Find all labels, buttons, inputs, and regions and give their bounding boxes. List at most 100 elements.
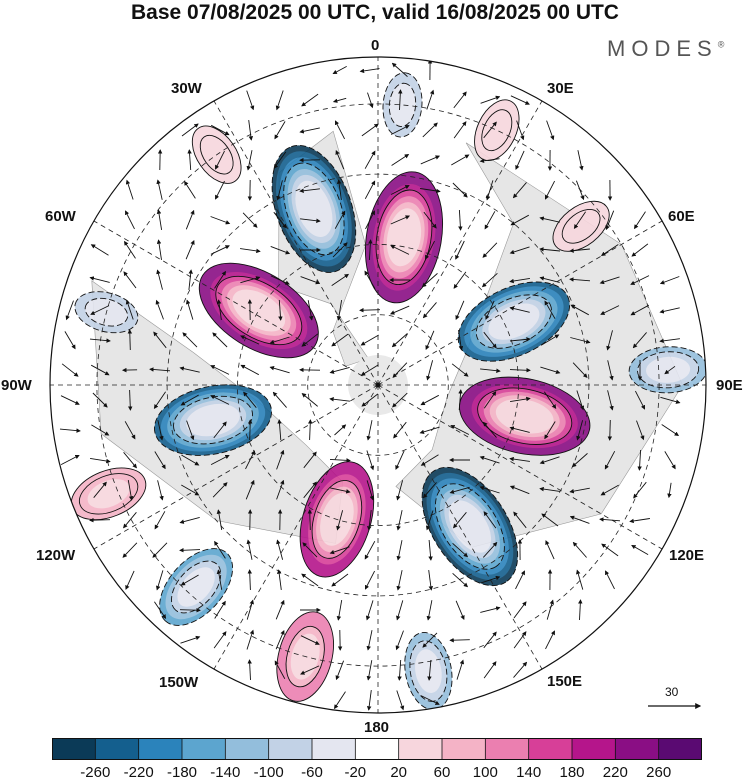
wind-vector — [426, 89, 435, 110]
wind-vector — [210, 395, 230, 405]
wind-vector — [214, 540, 226, 559]
wind-vector — [569, 515, 590, 524]
wind-vector — [455, 600, 465, 621]
lon-label-180: 180 — [364, 719, 390, 736]
map-title: Base 07/08/2025 00 UTC, valid 16/08/2025… — [131, 1, 619, 24]
anomaly-blob — [481, 109, 512, 151]
wind-vector — [303, 451, 317, 469]
wind-vector — [335, 149, 345, 170]
wind-vector — [577, 150, 584, 171]
wind-vector — [516, 120, 525, 141]
wind-vector — [420, 394, 440, 406]
lon-label-60w: 60W — [45, 208, 76, 225]
wind-vector — [246, 150, 253, 171]
colorbar-swatch — [311, 738, 357, 760]
wind-vector — [93, 481, 107, 498]
wind-vector — [179, 366, 200, 373]
wind-vector — [513, 631, 527, 649]
wind-vector — [89, 338, 111, 343]
wind-vector — [452, 572, 469, 588]
wind-vector — [576, 390, 585, 411]
wind-vector — [483, 331, 497, 349]
wind-vector — [570, 304, 590, 316]
wind-vector — [426, 600, 433, 621]
wind-vector — [390, 185, 410, 195]
wind-vector — [276, 539, 284, 560]
wind-vector — [246, 599, 254, 620]
wind-vector — [329, 458, 351, 463]
wind-vector — [186, 420, 195, 441]
wind-vector — [124, 421, 136, 440]
wind-vector — [391, 62, 408, 77]
wind-vector — [332, 97, 347, 103]
wind-vector — [544, 421, 556, 440]
wind-vector — [212, 482, 228, 498]
wind-vector — [637, 449, 642, 471]
colorbar-tick-label: 100 — [472, 764, 498, 781]
reference-vector-label: 30 — [665, 685, 679, 699]
wind-vector — [539, 456, 560, 465]
wind-vector — [273, 151, 287, 169]
wind-vector — [179, 516, 200, 524]
wind-vector — [393, 421, 407, 439]
wind-vector — [60, 395, 80, 405]
wind-vector — [334, 691, 346, 710]
wind-vector — [213, 421, 227, 439]
wind-vector — [539, 276, 560, 283]
wind-vector — [544, 180, 555, 200]
colorbar-swatch — [181, 738, 227, 760]
wind-vector — [425, 240, 435, 260]
wind-vector — [212, 332, 228, 348]
wind-vector — [479, 455, 500, 464]
wind-vector — [180, 635, 201, 644]
wind-vector — [541, 334, 560, 346]
wind-vector — [484, 211, 496, 230]
colorbar — [52, 738, 702, 760]
wind-vector — [456, 659, 465, 680]
wind-vector — [420, 695, 440, 705]
wind-vector — [546, 120, 555, 141]
wind-vector — [366, 450, 375, 471]
wind-vector — [278, 299, 283, 321]
wind-vector — [576, 420, 584, 441]
contour-line — [475, 294, 552, 349]
wind-vector — [247, 659, 252, 681]
lon-label-90w: 90W — [1, 377, 32, 394]
contour-line — [74, 291, 139, 334]
wind-vector — [331, 333, 349, 347]
wind-vector — [188, 269, 193, 290]
wind-vector — [397, 659, 402, 681]
wind-vector — [128, 389, 133, 411]
wind-vector — [182, 332, 198, 348]
wind-vector — [396, 570, 403, 591]
wind-vector — [509, 277, 530, 284]
colorbar-swatch — [484, 738, 530, 760]
wind-vector — [276, 569, 282, 590]
meridian-line — [213, 100, 379, 386]
wind-vector — [659, 276, 680, 285]
wind-vector — [181, 454, 200, 466]
wind-vector — [482, 242, 498, 258]
wind-vector — [274, 121, 286, 140]
wind-vector — [300, 635, 320, 645]
wind-vector — [156, 179, 163, 200]
wind-vector — [605, 570, 615, 590]
colorbar-tick-label: 20 — [390, 764, 408, 781]
wind-vector — [122, 542, 138, 558]
wind-vector — [125, 299, 134, 320]
wind-vector — [247, 569, 252, 591]
wind-vector — [364, 150, 376, 169]
wind-vector — [275, 90, 284, 111]
wind-vector — [179, 607, 201, 613]
wind-vector — [187, 149, 192, 171]
colorbar-swatch — [658, 738, 702, 760]
contour-line — [283, 162, 345, 256]
wind-vector — [336, 179, 342, 200]
wind-vector — [607, 360, 614, 381]
meridian-line — [377, 384, 663, 550]
wind-vector — [389, 305, 410, 315]
wind-vector — [273, 211, 287, 229]
contour-line — [78, 473, 139, 515]
wind-vector — [483, 121, 497, 139]
